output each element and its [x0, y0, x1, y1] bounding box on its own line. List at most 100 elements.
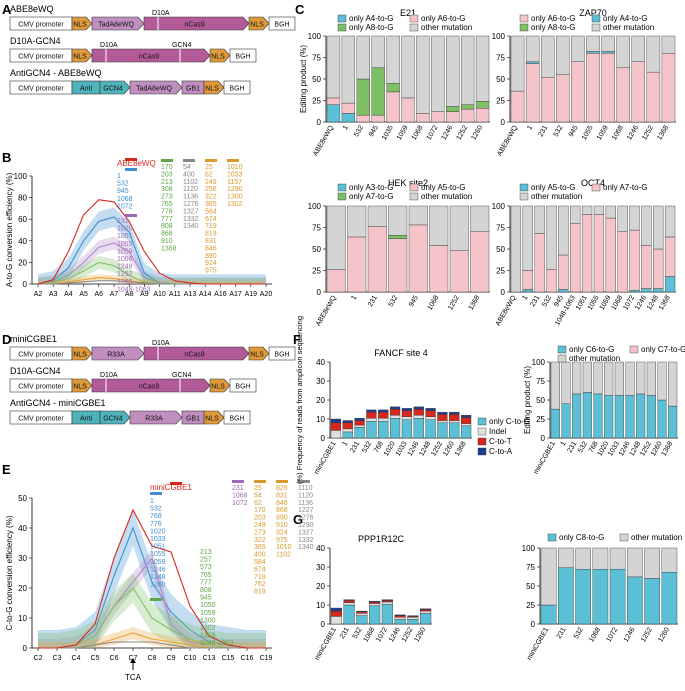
- bar-segment: [420, 613, 432, 625]
- legend-entry: 674: [205, 216, 217, 223]
- bar-segment: [641, 245, 652, 289]
- category-label: 945: [368, 124, 380, 138]
- y-tick-label: 0: [501, 118, 506, 127]
- legend-entry: C-to-A: [489, 447, 513, 456]
- legend-entry: 765: [200, 572, 212, 579]
- bar-segment: [460, 423, 472, 427]
- construct-part-label: TadA8eWQ: [136, 86, 172, 93]
- bar-segment: [556, 35, 570, 75]
- y-tick-label: 75: [526, 563, 535, 572]
- bar-segment: [330, 610, 342, 617]
- panel-b-line-chart: 0 20 40 60 80 100 A2 A3 A4 A5 A6 A7 A8 A9 A10 A11 A13 A14…: [5, 158, 272, 298]
- bar-segment: [366, 421, 377, 439]
- construct-part-bgh: BGH: [223, 80, 251, 95]
- construct-part-shape: [71, 346, 93, 361]
- y-tick-label: 75: [496, 54, 505, 63]
- position-arrow-head: [130, 658, 136, 663]
- category-label: 1368: [661, 440, 675, 457]
- construct-part-label: NLS: [205, 86, 219, 93]
- bar-segment: [522, 270, 533, 290]
- panel-label-d: D: [2, 332, 11, 347]
- x-tick-label: C13: [203, 655, 216, 662]
- bar-segment: [575, 547, 591, 570]
- bar-segment: [378, 409, 389, 413]
- bar-segment: [581, 214, 593, 293]
- legend-entry: only A4-to-G: [349, 14, 393, 23]
- legend-entry: 532: [117, 181, 129, 188]
- legend-entry: 1340: [183, 223, 199, 230]
- construct-part-label: nCas9: [184, 22, 204, 29]
- bar-segment: [401, 97, 415, 123]
- construct-part-cmv-promoter: CMV promoter: [9, 80, 73, 95]
- legend-swatch-red: [170, 482, 182, 485]
- construct-part-label: R33A: [145, 416, 163, 423]
- legend-swatch: [519, 14, 529, 23]
- y-tick-label: 0: [317, 288, 322, 297]
- legend-swatch: [557, 354, 567, 363]
- legend-swatch-orange2: [227, 159, 239, 162]
- x-tick-label: C4: [72, 655, 81, 662]
- y-tick-label: 25: [536, 415, 545, 424]
- legend-entry: 273: [161, 194, 173, 201]
- legend-entry: 400: [183, 171, 195, 178]
- construct-part-shape: [248, 16, 270, 31]
- bar-segment: [605, 205, 616, 219]
- bar-segment: [356, 35, 370, 80]
- x-tick-label: A2: [34, 291, 43, 298]
- bar-segment: [636, 393, 646, 439]
- bar-segment: [371, 114, 385, 123]
- bar-segment: [614, 361, 624, 396]
- legend-entry: 674: [254, 566, 266, 573]
- bar-segment: [661, 547, 678, 573]
- bar-segment: [431, 35, 445, 112]
- construct-part-nls: NLS: [209, 378, 231, 393]
- bar-segment: [431, 111, 445, 123]
- bar-segment: [341, 35, 356, 104]
- legend-entry: 1157: [227, 179, 242, 186]
- bar-segment: [661, 53, 676, 123]
- y-tick-label: 40: [18, 237, 27, 246]
- y-tick-label: 10: [18, 614, 27, 623]
- bar-segment: [570, 205, 581, 224]
- bar-segment: [356, 78, 370, 116]
- bar-segment: [586, 53, 600, 123]
- category-label: ABE8eWQ: [312, 124, 335, 157]
- category-label: 1368: [468, 294, 482, 311]
- legend-entry: 584: [254, 559, 266, 566]
- legend-entry: 868: [276, 507, 288, 514]
- bar-segment: [570, 222, 581, 293]
- category-label: 1068: [588, 626, 602, 643]
- legend-swatch: [591, 14, 601, 23]
- bar-segment: [378, 421, 389, 439]
- bar-segment: [575, 569, 591, 625]
- bar-segment: [425, 419, 436, 439]
- legend-swatch: [547, 533, 557, 542]
- bar-segment: [558, 205, 569, 256]
- bar-segment: [330, 422, 342, 431]
- bar-segment: [425, 408, 436, 411]
- bar-segment: [326, 205, 346, 270]
- legend-entry: 1072: [117, 203, 133, 210]
- mutation-label: D10A: [152, 10, 170, 17]
- legend-entry: 846: [205, 245, 217, 252]
- x-tick-label: C15: [222, 655, 235, 662]
- legend-swatch-orange: [205, 159, 217, 162]
- bar-segment: [546, 205, 557, 270]
- legend-swatch: [409, 23, 419, 32]
- y-tick-label: 50: [526, 582, 535, 591]
- bar-segment: [664, 276, 676, 293]
- legend-entry: 975: [205, 268, 217, 275]
- bar-segment: [330, 430, 342, 439]
- bar-segment: [558, 289, 569, 293]
- category-label: 532: [541, 294, 553, 308]
- legend-swatch: [337, 14, 347, 23]
- bar-segment: [625, 395, 635, 439]
- construct-part-label: BGH: [274, 22, 289, 29]
- legend-entry: 365: [254, 544, 266, 551]
- bar-segment: [343, 600, 355, 603]
- bar-segment: [446, 106, 460, 112]
- construct-part-nls: NLS: [248, 346, 270, 361]
- bar-segment: [664, 236, 676, 277]
- construct-part-shape: [209, 48, 231, 63]
- gcn4-tag-label: GCN4: [172, 42, 192, 49]
